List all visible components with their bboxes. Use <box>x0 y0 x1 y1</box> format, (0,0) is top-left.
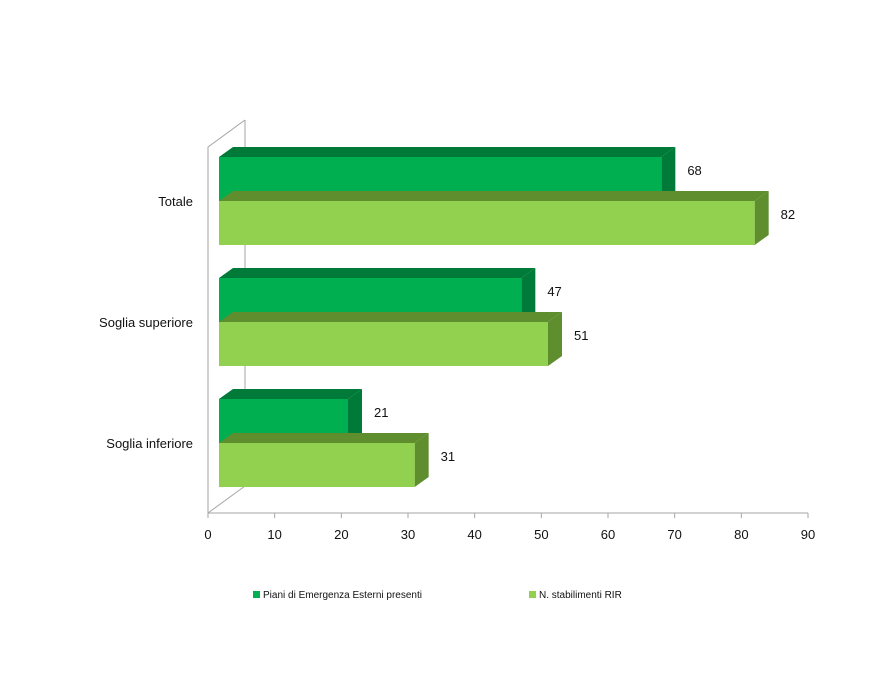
bar-side-soglia-superiore-0 <box>521 268 536 322</box>
legend-label-0: Piani di Emergenza Esterni presenti <box>263 590 422 601</box>
x-tick-label-0: 0 <box>204 527 211 542</box>
bar-side-soglia-inferiore-0 <box>348 389 362 443</box>
x-tick-label-60: 60 <box>601 527 615 542</box>
data-label-totale-0: 68 <box>687 163 701 178</box>
category-label-soglia-inferiore: Soglia inferiore <box>106 436 193 451</box>
legend-swatch-0 <box>253 591 260 598</box>
floor-depth-edge <box>207 485 246 514</box>
x-tick-label-10: 10 <box>267 527 281 542</box>
bar-soglia-inferiore-n-stabilimenti-rir <box>219 443 415 487</box>
bar-top-soglia-superiore-0 <box>219 268 536 278</box>
data-label-soglia-superiore-1: 51 <box>574 328 588 343</box>
bar-top-soglia-superiore-1 <box>219 312 562 322</box>
legend-swatch-1 <box>529 591 536 598</box>
bar-side-totale-1 <box>754 191 769 245</box>
x-tick-label-80: 80 <box>734 527 748 542</box>
bar-side-soglia-superiore-1 <box>548 312 562 366</box>
x-tick-label-50: 50 <box>534 527 548 542</box>
category-label-soglia-superiore: Soglia superiore <box>99 315 193 330</box>
x-tick-label-70: 70 <box>667 527 681 542</box>
legend-label-1: N. stabilimenti RIR <box>539 590 622 601</box>
x-tick-label-40: 40 <box>467 527 481 542</box>
x-tick-label-90: 90 <box>801 527 815 542</box>
bar-side-soglia-inferiore-1 <box>414 433 429 487</box>
bar-totale-n-stabilimenti-rir <box>219 201 755 245</box>
data-label-soglia-inferiore-0: 21 <box>374 405 388 420</box>
bar-side-totale-0 <box>661 147 676 201</box>
data-label-soglia-inferiore-1: 31 <box>441 449 455 464</box>
bar-top-soglia-inferiore-1 <box>219 433 429 443</box>
x-tick-label-30: 30 <box>401 527 415 542</box>
bar-top-totale-0 <box>219 147 676 157</box>
bar-top-soglia-inferiore-0 <box>219 389 362 399</box>
back-wall-edge <box>207 119 246 513</box>
bar-soglia-superiore-n-stabilimenti-rir <box>219 322 548 366</box>
category-label-totale: Totale <box>158 194 193 209</box>
data-label-soglia-superiore-0: 47 <box>547 284 561 299</box>
bar-top-totale-1 <box>219 191 769 201</box>
data-label-totale-1: 82 <box>781 207 795 222</box>
x-tick-label-20: 20 <box>334 527 348 542</box>
